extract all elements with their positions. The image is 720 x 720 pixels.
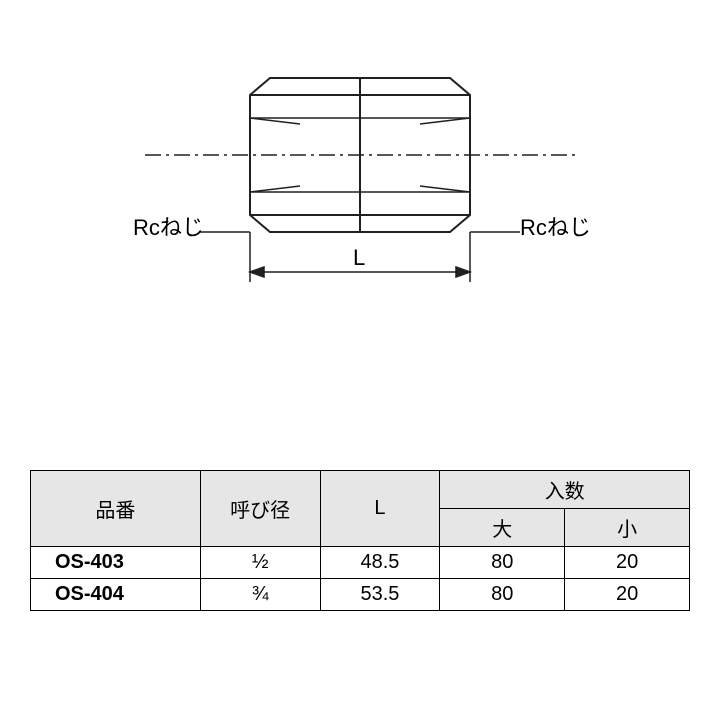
cell-qty-large: 80 [440,547,565,579]
table-row: OS-404 ¾ 53.5 80 20 [31,579,690,611]
spec-table: 品番 呼び径 L 入数 大 小 OS-403 ½ 48.5 80 20 OS-4… [30,470,690,611]
cell-diameter: ¾ [200,579,320,611]
technical-diagram: Rcねじ Rcねじ L [0,0,720,400]
col-diameter: 呼び径 [200,471,320,547]
col-qty-group: 入数 [440,471,690,509]
cell-part-no: OS-404 [31,579,201,611]
spec-table-container: 品番 呼び径 L 入数 大 小 OS-403 ½ 48.5 80 20 OS-4… [30,470,690,611]
cell-length: 53.5 [320,579,440,611]
cell-qty-small: 20 [565,547,690,579]
label-rc-left: Rcねじ [133,210,204,242]
header-row-1: 品番 呼び径 L 入数 [31,471,690,509]
cell-diameter: ½ [200,547,320,579]
col-qty-small: 小 [565,509,690,547]
col-qty-large: 大 [440,509,565,547]
col-length: L [320,471,440,547]
col-part-no: 品番 [31,471,201,547]
cell-qty-large: 80 [440,579,565,611]
table-row: OS-403 ½ 48.5 80 20 [31,547,690,579]
label-dim-l: L [353,245,365,271]
cell-length: 48.5 [320,547,440,579]
cell-qty-small: 20 [565,579,690,611]
label-rc-right: Rcねじ [520,210,591,242]
cell-part-no: OS-403 [31,547,201,579]
